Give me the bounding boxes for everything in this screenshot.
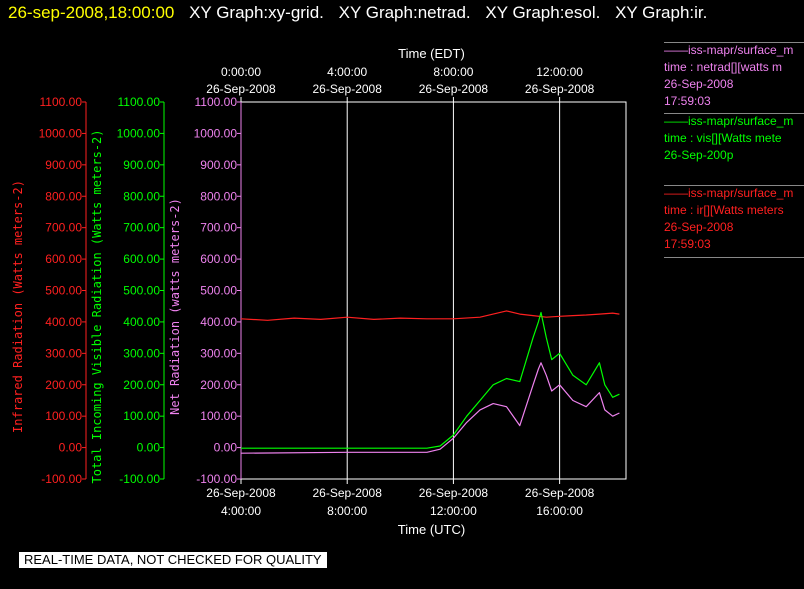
x-top-tick-date: 26-Sep-2008 <box>525 82 595 96</box>
y-tick-label: 0.00 <box>214 441 238 455</box>
title-bar: 26-sep-2008,18:00:00 XY Graph:xy-grid. X… <box>8 1 707 25</box>
graph-label-esol: XY Graph:esol. <box>485 3 601 22</box>
graph-label-netrad: XY Graph:netrad. <box>338 3 471 22</box>
y-tick-label: 1100.00 <box>40 95 83 109</box>
y-tick-label: 1000.00 <box>194 126 238 140</box>
y-tick-label: 800.00 <box>200 189 237 203</box>
x-top-tick-date: 26-Sep-2008 <box>419 82 489 96</box>
legend-netrad-source: ——iss-mapr/surface_m <box>664 43 794 57</box>
timestamp-label: 26-sep-2008,18:00:00 <box>8 3 175 22</box>
y-axis-title: Net Radiation (watts meters-2) <box>168 198 182 415</box>
y-tick-label: -100.00 <box>196 472 237 486</box>
y-tick-label: 400.00 <box>45 315 82 329</box>
y-tick-label: 700.00 <box>45 221 82 235</box>
legend-ir-variable: time : ir[][Watts meters <box>664 203 784 217</box>
y-tick-label: 600.00 <box>45 252 82 266</box>
legend-separator <box>664 113 804 114</box>
y-tick-label: 1100.00 <box>118 95 161 109</box>
y-tick-label: 1000.00 <box>39 126 83 140</box>
legend-separator <box>664 185 804 186</box>
legend-vis-date: 26-Sep-200p <box>664 148 734 162</box>
legend-netrad-variable: time : netrad[][watts m <box>664 60 783 74</box>
x-tick-date: 26-Sep-2008 <box>419 486 489 500</box>
y-tick-label: 1000.00 <box>117 126 161 140</box>
legend-ir-date: 26-Sep-2008 <box>664 220 734 234</box>
series-line-netrad <box>240 362 620 454</box>
legend-ir-source: ——iss-mapr/surface_m <box>664 186 794 200</box>
quality-warning-banner: REAL-TIME DATA, NOT CHECKED FOR QUALITY <box>19 552 327 568</box>
y-axis-title: Infrared Radiation (Watts meters-2) <box>11 180 25 433</box>
y-tick-label: 700.00 <box>123 221 160 235</box>
y-tick-label: 200.00 <box>200 378 237 392</box>
legend-vis-source: ——iss-mapr/surface_m <box>664 114 794 128</box>
y-tick-label: 300.00 <box>200 346 237 360</box>
y-tick-label: 900.00 <box>123 158 160 172</box>
y-tick-label: 200.00 <box>123 378 160 392</box>
x-axis-title-bottom: Time (UTC) <box>398 522 465 537</box>
x-top-tick-time: 4:00:00 <box>327 65 367 79</box>
y-tick-label: 200.00 <box>45 378 82 392</box>
graph-label-xy-grid: XY Graph:xy-grid. <box>189 3 324 22</box>
x-top-tick-time: 12:00:00 <box>536 65 583 79</box>
y-tick-label: 900.00 <box>200 158 237 172</box>
plot-frame <box>240 101 627 480</box>
x-tick-time: 12:00:00 <box>430 504 477 518</box>
legend-vis: ——iss-mapr/surface_m time : vis[][Watts … <box>664 113 793 164</box>
y-tick-label: 800.00 <box>45 189 82 203</box>
legend-netrad: ——iss-mapr/surface_m time : netrad[][wat… <box>664 42 793 110</box>
y-tick-label: 400.00 <box>123 315 160 329</box>
y-tick-label: 700.00 <box>200 221 237 235</box>
x-tick-date: 26-Sep-2008 <box>525 486 595 500</box>
x-top-tick-date: 26-Sep-2008 <box>206 82 276 96</box>
y-tick-label: -100.00 <box>41 472 82 486</box>
legend-netrad-date: 26-Sep-2008 <box>664 77 734 91</box>
x-tick-date: 26-Sep-2008 <box>206 486 276 500</box>
x-tick-date: 26-Sep-2008 <box>313 486 383 500</box>
y-tick-label: 800.00 <box>123 189 160 203</box>
graph-label-ir: XY Graph:ir. <box>615 3 708 22</box>
legend-ir-time: 17:59:03 <box>664 237 711 251</box>
y-tick-label: 100.00 <box>123 409 160 423</box>
y-tick-label: 0.00 <box>59 441 83 455</box>
y-tick-label: 1100.00 <box>195 95 238 109</box>
x-top-tick-time: 0:00:00 <box>221 65 261 79</box>
legend-vis-variable: time : vis[][Watts mete <box>664 131 782 145</box>
legend-netrad-time: 17:59:03 <box>664 94 711 108</box>
y-tick-label: 400.00 <box>200 315 237 329</box>
y-tick-label: -100.00 <box>119 472 160 486</box>
legend-ir: ——iss-mapr/surface_m time : ir[][Watts m… <box>664 185 793 253</box>
x-tick-time: 16:00:00 <box>536 504 583 518</box>
y-tick-label: 300.00 <box>123 346 160 360</box>
y-tick-label: 500.00 <box>45 284 82 298</box>
y-tick-label: 300.00 <box>45 346 82 360</box>
y-axis-title: Total Incoming Visible Radiation (Watts … <box>90 129 104 483</box>
series-line-vis <box>241 311 620 449</box>
y-tick-label: 500.00 <box>123 284 160 298</box>
y-tick-label: 900.00 <box>45 158 82 172</box>
x-top-tick-time: 8:00:00 <box>433 65 473 79</box>
y-tick-label: 0.00 <box>137 441 161 455</box>
y-tick-label: 600.00 <box>123 252 160 266</box>
y-tick-label: 100.00 <box>45 409 82 423</box>
x-axis-title-top: Time (EDT) <box>398 46 465 61</box>
x-top-tick-date: 26-Sep-2008 <box>313 82 383 96</box>
legend-separator <box>664 42 804 43</box>
legend-separator <box>664 257 804 258</box>
y-tick-label: 100.00 <box>200 409 237 423</box>
x-tick-time: 4:00:00 <box>221 504 261 518</box>
series-line-ir <box>240 310 620 321</box>
y-tick-label: 600.00 <box>200 252 237 266</box>
x-tick-time: 8:00:00 <box>327 504 367 518</box>
y-tick-label: 500.00 <box>200 284 237 298</box>
